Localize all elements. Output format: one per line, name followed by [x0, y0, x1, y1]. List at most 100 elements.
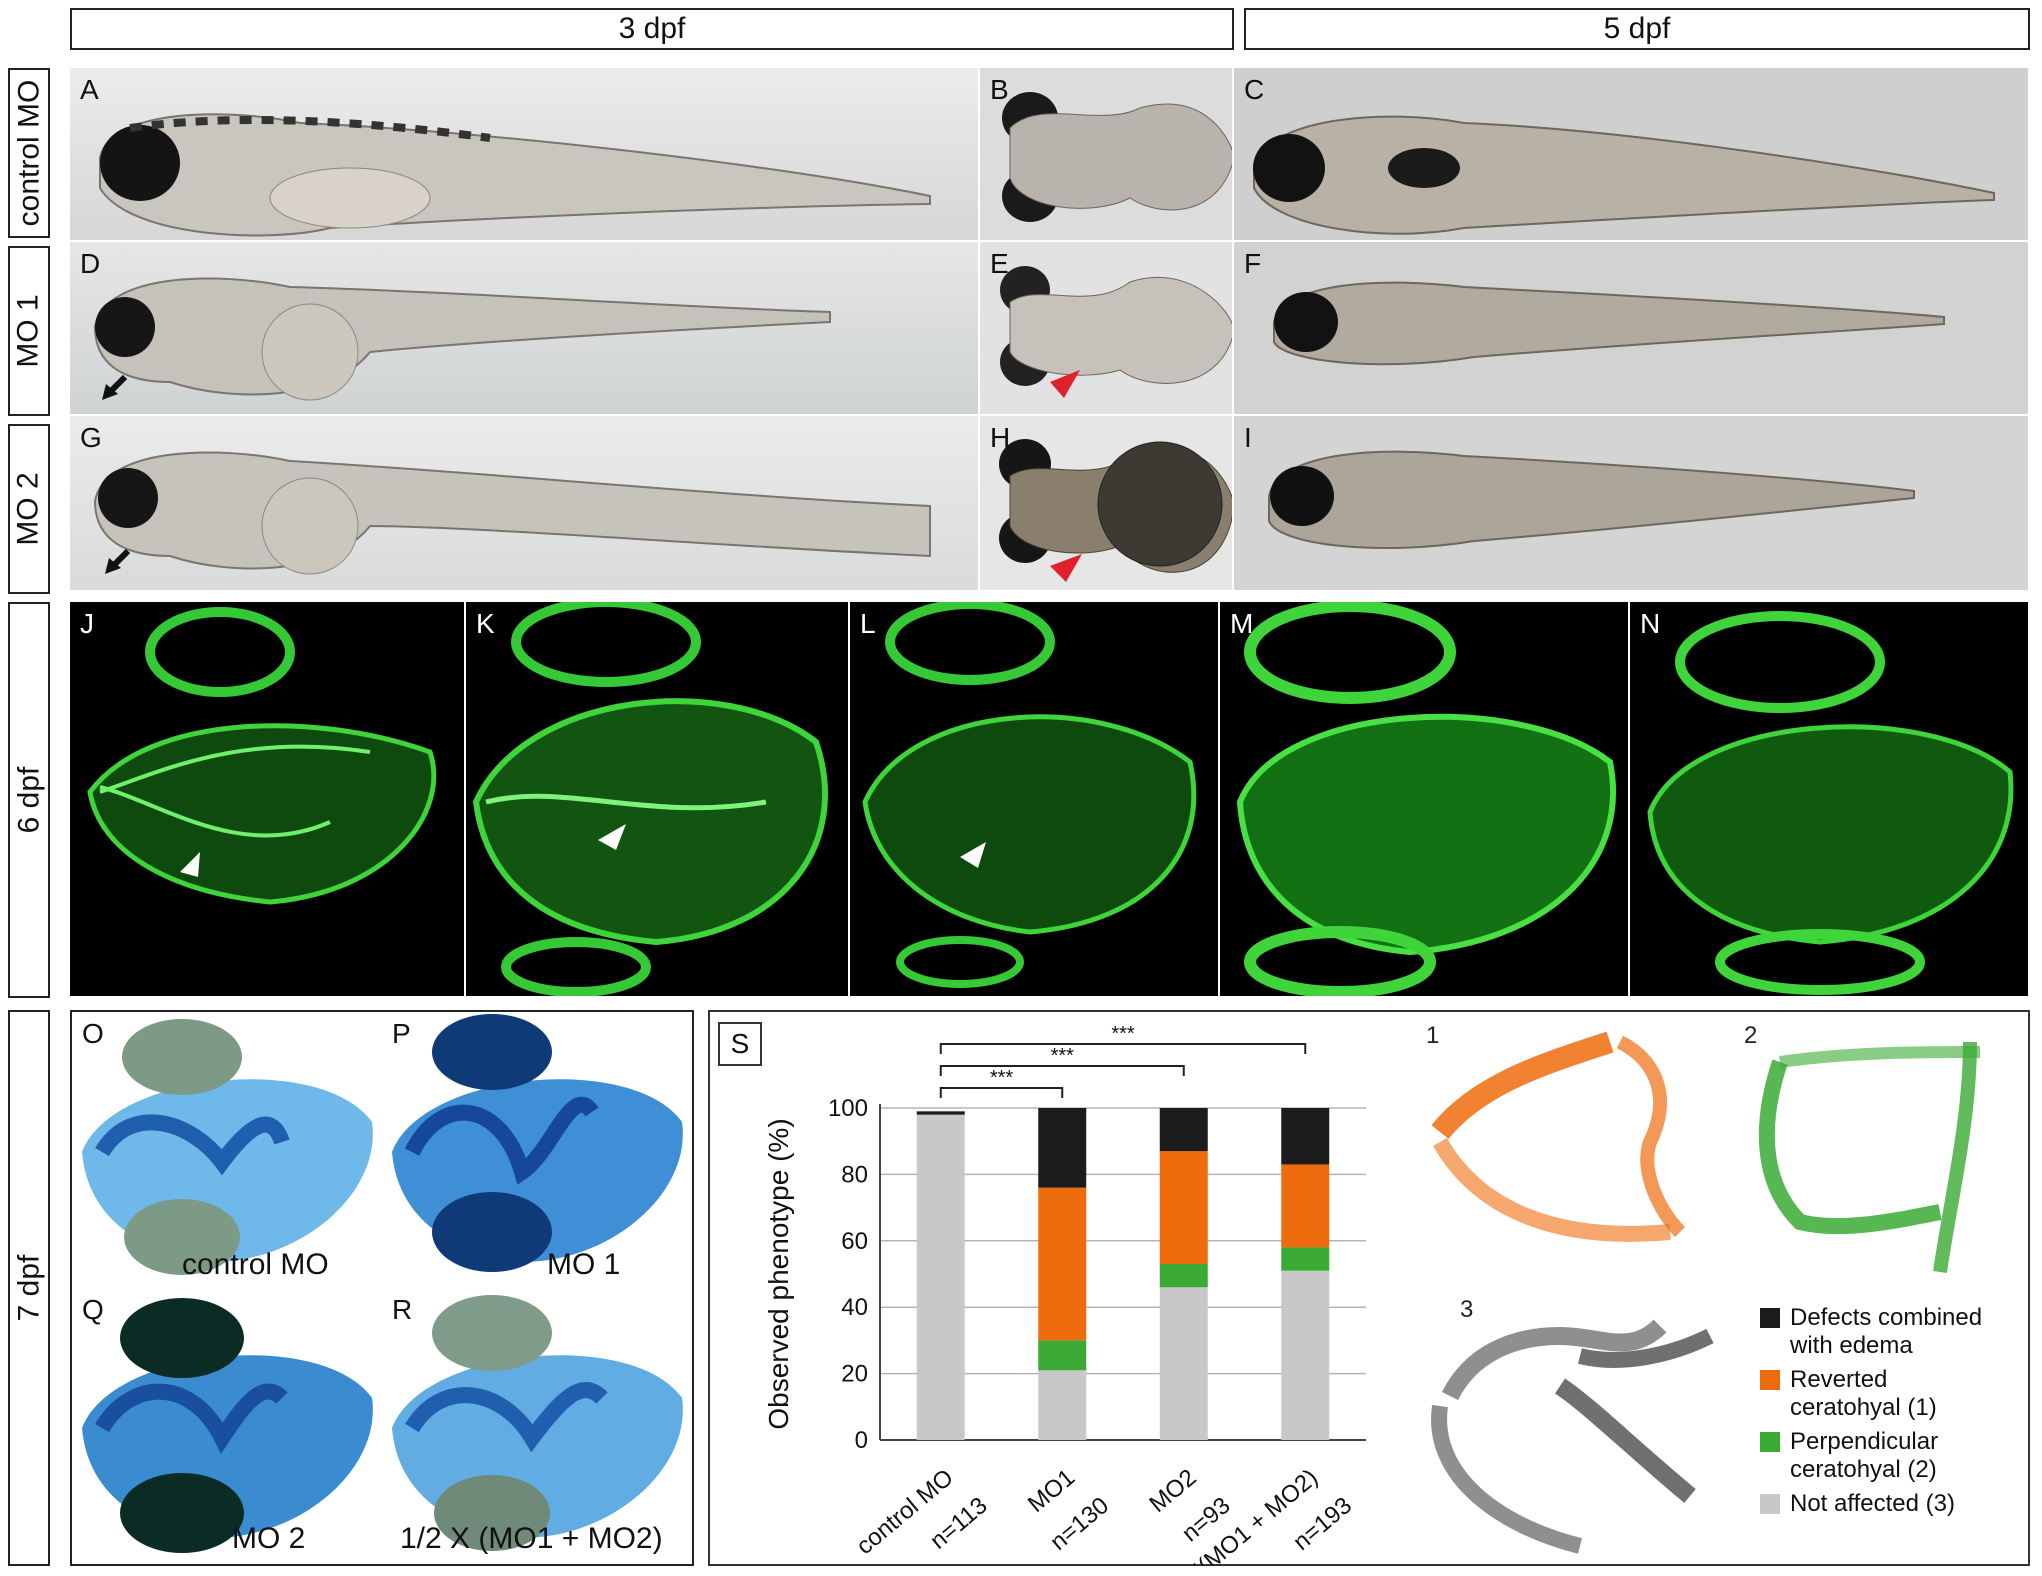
legend-label-defects: Defects combined with edema — [1790, 1304, 1983, 1359]
y-tick-label: 0 — [855, 1427, 868, 1454]
larva-dorsal-image-E — [1000, 266, 1232, 398]
legend-swatch-perpendicular — [1760, 1432, 1780, 1452]
bar-segment — [1281, 1108, 1330, 1165]
panel-J: J — [70, 602, 466, 998]
panel-label-C: C — [1244, 74, 1265, 105]
panel-D: D — [70, 242, 980, 416]
bar-segment — [1038, 1187, 1087, 1341]
row-label-7dpf-text: 7 dpf — [12, 1254, 46, 1322]
bar-segment — [1159, 1151, 1208, 1265]
header-5dpf: 5 dpf — [1244, 8, 2030, 50]
significance-bracket — [939, 1043, 1307, 1054]
legend-swatch-reverted — [1760, 1370, 1780, 1390]
larva-image-D — [93, 277, 831, 401]
fluorescence-image-L — [862, 602, 1197, 988]
panel-label-I: I — [1244, 422, 1252, 453]
significance-label: *** — [1111, 1023, 1135, 1045]
panel-label-D: D — [80, 248, 101, 279]
inset-perpendicular-drawing — [1758, 1041, 1981, 1273]
panel-label-M: M — [1230, 608, 1254, 639]
panel-G: G — [70, 416, 980, 592]
larva-dorsal-image-H — [999, 439, 1232, 582]
panel-Q: Q MO 2 — [72, 1288, 382, 1564]
legend-defects: Defects combined with edema — [1760, 1304, 2000, 1360]
alcian-image-P — [392, 1014, 683, 1272]
bar-segment — [1281, 1270, 1330, 1440]
row-label-6dpf-text: 6 dpf — [12, 766, 46, 834]
panel-label-L: L — [860, 608, 876, 639]
header-3dpf: 3 dpf — [70, 8, 1234, 50]
panel-label-F: F — [1244, 248, 1262, 279]
row-label-control: control MO — [8, 68, 50, 238]
bar-segment — [1159, 1108, 1208, 1152]
x-category-label: MO2 — [1144, 1464, 1201, 1518]
bar-segment — [1038, 1108, 1087, 1188]
panel-label-K: K — [476, 608, 495, 639]
row-label-mo1-text: MO 1 — [12, 294, 46, 368]
inset-not-affected: 3 — [1420, 1296, 1720, 1556]
caption-half-mo1-mo2: 1/2 X (MO1 + MO2) — [400, 1522, 663, 1555]
significance-label: *** — [1051, 1045, 1075, 1067]
bar-segment — [916, 1114, 965, 1440]
alcian-image-Q — [82, 1298, 373, 1553]
legend-not-affected: Not affected (3) — [1760, 1490, 2010, 1518]
panel-A: A — [70, 68, 980, 242]
significance-bracket — [939, 1065, 1185, 1076]
legend-swatch-not-affected — [1760, 1494, 1780, 1514]
bar-segment — [1159, 1287, 1208, 1440]
panel-label-O: O — [82, 1018, 104, 1049]
alcian-image-R — [392, 1295, 683, 1551]
y-tick-label: 60 — [841, 1228, 868, 1255]
panel-H: H — [980, 416, 1234, 592]
row-label-mo1: MO 1 — [8, 246, 50, 416]
inset-1-label: 1 — [1426, 1022, 1440, 1049]
larva-image-C — [1253, 115, 1995, 235]
caption-control-mo: control MO — [182, 1248, 329, 1281]
panel-label-S: S — [718, 1022, 762, 1066]
larva-image-F — [1273, 281, 1945, 366]
row-label-mo2: MO 2 — [8, 424, 50, 594]
inset-perpendicular: 2 — [1740, 1022, 2020, 1282]
panel-L: L — [850, 602, 1220, 998]
bar-segment — [916, 1111, 965, 1115]
row-label-6dpf: 6 dpf — [8, 602, 50, 998]
fluorescence-image-K — [472, 602, 828, 996]
legend-label-reverted: Reverted ceratohyal (1) — [1790, 1366, 1937, 1421]
panel-E: E — [980, 242, 1234, 416]
row-label-7dpf: 7 dpf — [8, 1010, 50, 1566]
panel-label-E: E — [990, 248, 1009, 279]
alcian-image-O — [82, 1019, 373, 1275]
larva-image-G — [93, 451, 931, 575]
larva-dorsal-image-B — [1002, 92, 1232, 222]
fluorescence-image-M — [1236, 602, 1617, 996]
header-3dpf-text: 3 dpf — [618, 12, 686, 45]
bar-segment — [1281, 1164, 1330, 1248]
panel-O: O control MO — [72, 1012, 382, 1288]
panel-B: B — [980, 68, 1234, 242]
row-label-control-text: control MO — [12, 79, 45, 227]
significance-bracket — [939, 1087, 1064, 1098]
significance-label: *** — [990, 1067, 1014, 1089]
x-category-label: MO1 — [1023, 1464, 1080, 1518]
inset-2-label: 2 — [1744, 1022, 1758, 1049]
caption-mo1: MO 1 — [547, 1248, 621, 1281]
fluorescence-image-N — [1647, 611, 2014, 995]
y-tick-label: 40 — [841, 1294, 868, 1321]
panel-label-N: N — [1640, 608, 1661, 639]
panel-label-P: P — [392, 1018, 411, 1049]
legend-perpendicular: Perpendicular ceratohyal (2) — [1760, 1428, 1990, 1484]
legend-swatch-defects — [1760, 1308, 1780, 1328]
inset-reverted-drawing — [1431, 1031, 1686, 1242]
panel-F: F — [1234, 242, 2030, 416]
panel-label-G: G — [80, 422, 102, 453]
inset-not-affected-drawing — [1431, 1319, 1714, 1554]
inset-3-label: 3 — [1460, 1296, 1474, 1323]
panel-P: P MO 1 — [382, 1012, 692, 1288]
legend-label-not-affected: Not affected (3) — [1790, 1490, 1955, 1517]
panel-label-B: B — [990, 74, 1009, 105]
header-5dpf-text: 5 dpf — [1603, 12, 1671, 45]
panel-label-J: J — [80, 608, 94, 639]
bar-segment — [1038, 1370, 1087, 1440]
larva-image-I — [1268, 450, 1915, 550]
